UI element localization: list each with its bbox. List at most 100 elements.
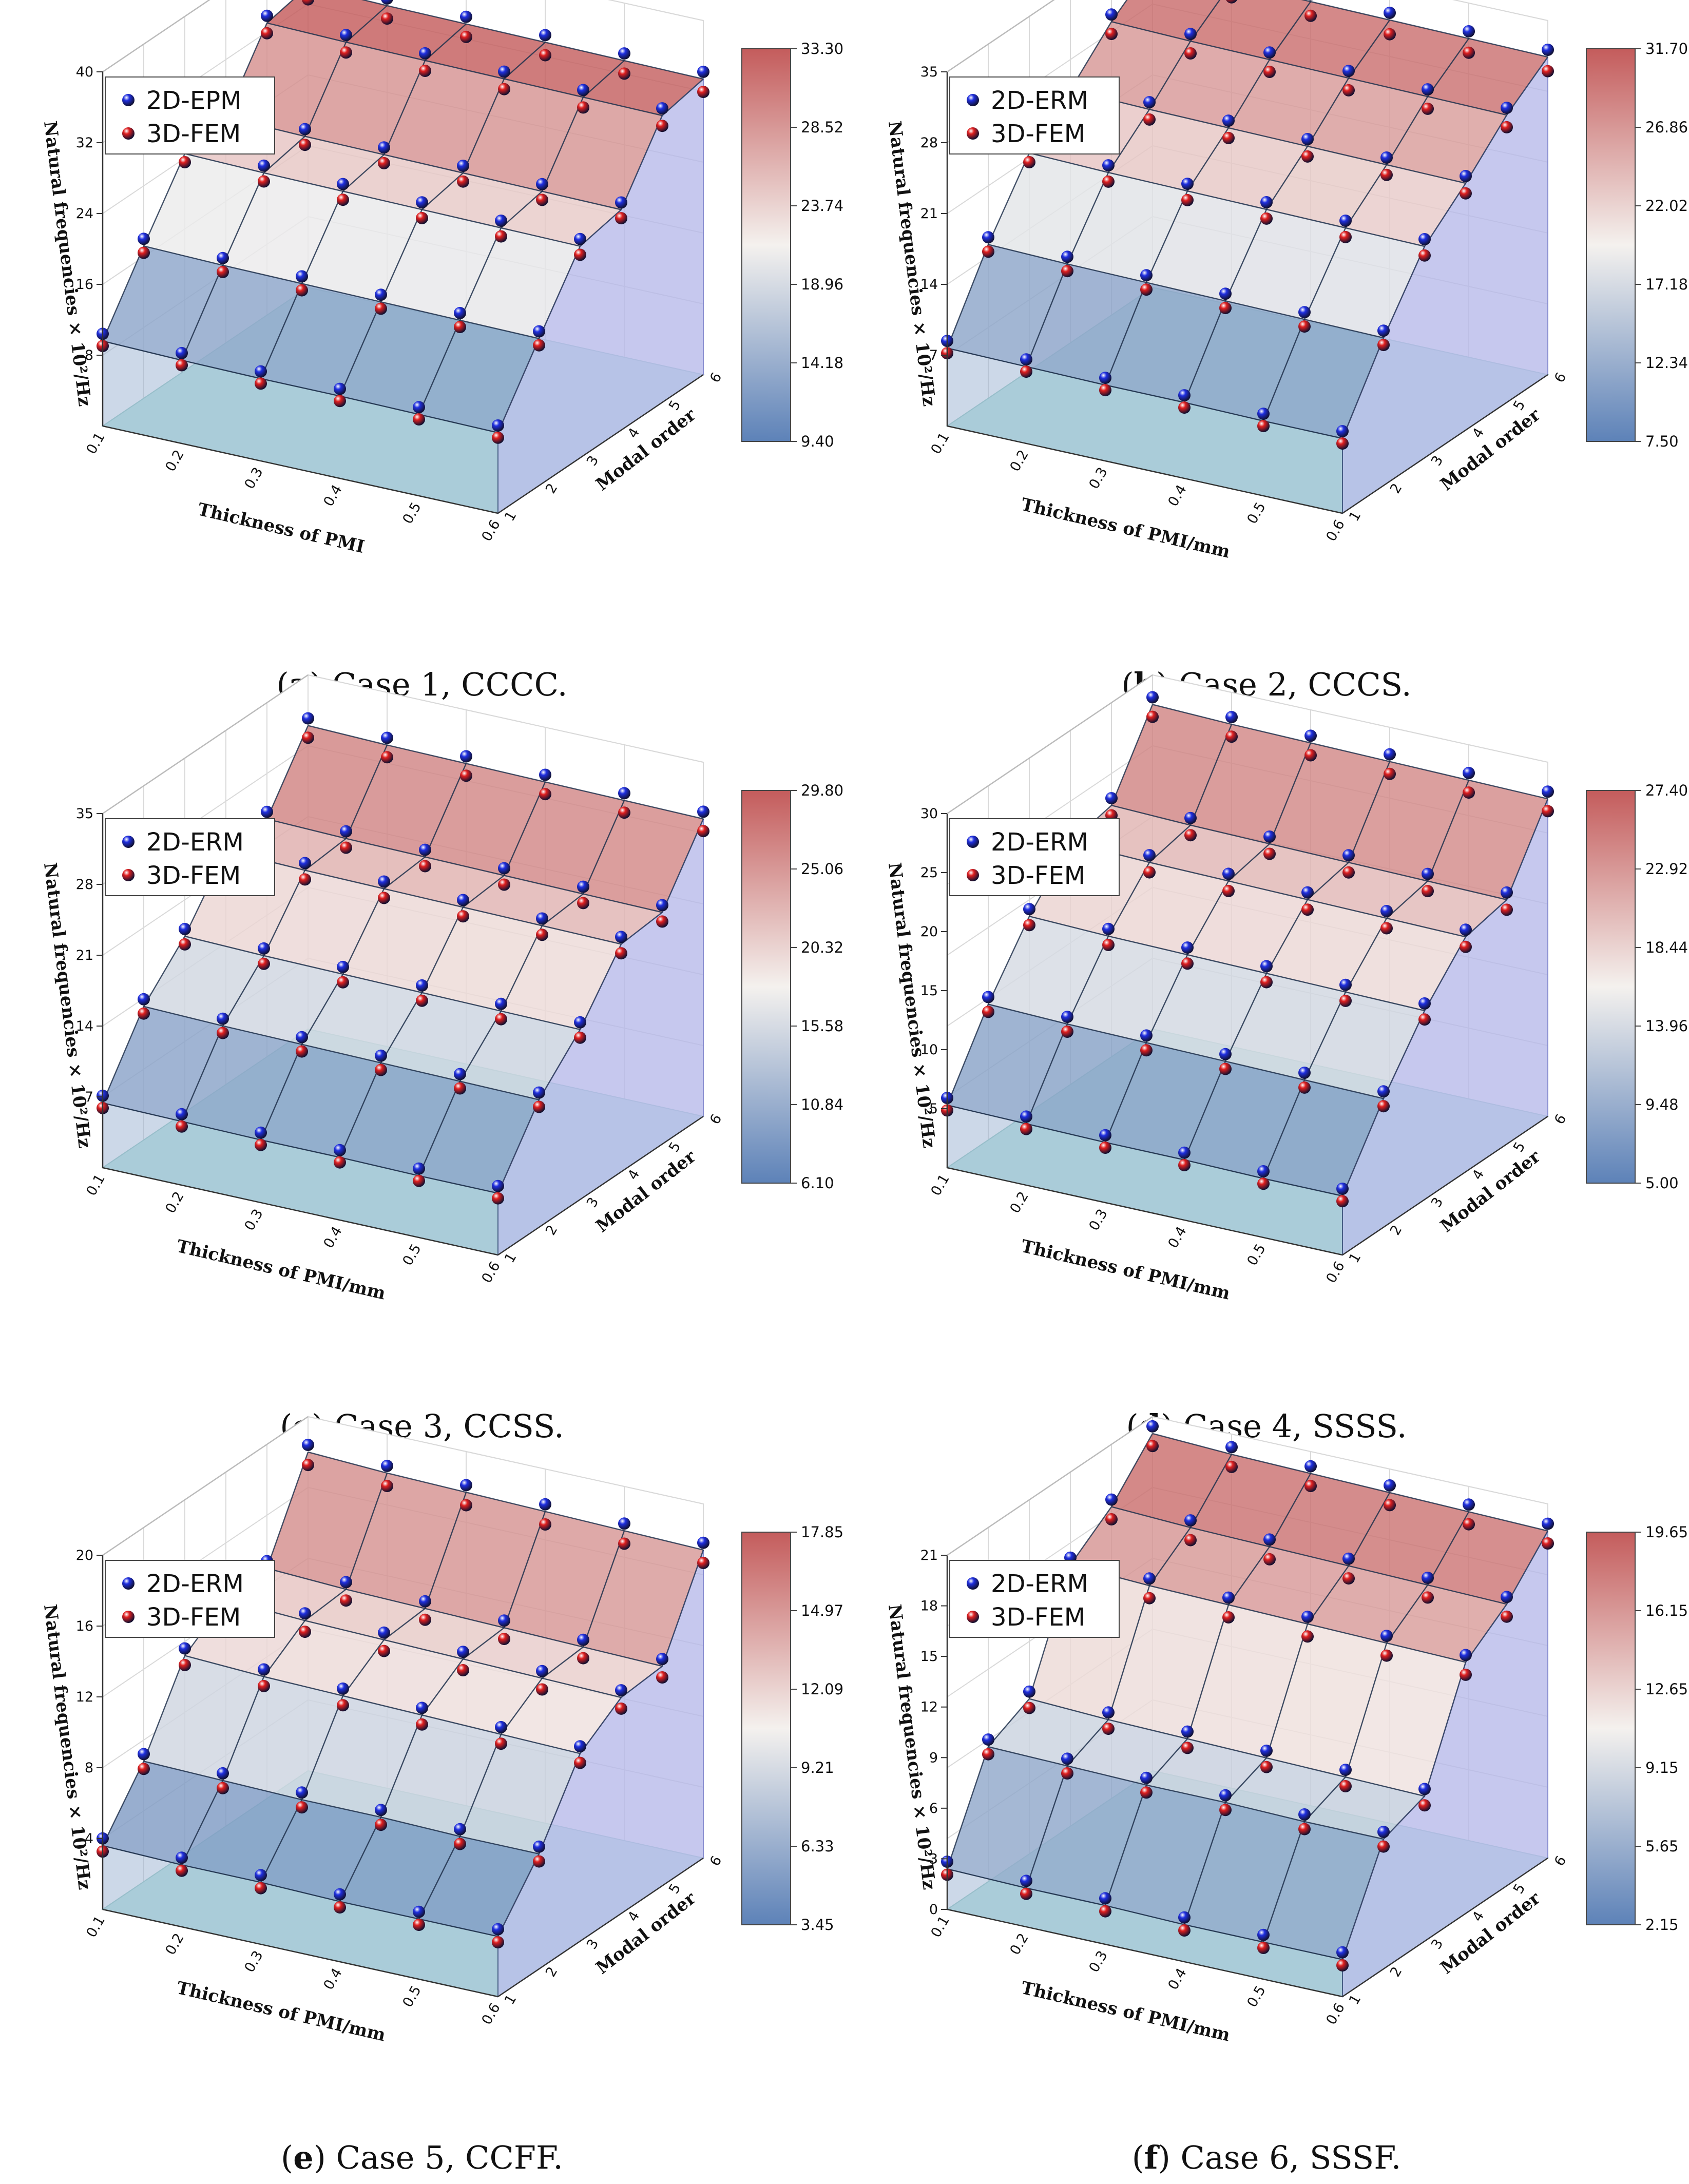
fem-point xyxy=(1257,1177,1270,1190)
erm-point xyxy=(460,1479,472,1492)
erm-point xyxy=(1020,353,1032,366)
erm-point xyxy=(615,931,627,943)
erm-point xyxy=(261,9,273,22)
legend-label-fem: 3D-FEM xyxy=(991,1603,1085,1632)
fem-point xyxy=(618,806,630,819)
colorbar-bar xyxy=(1586,1532,1636,1925)
top-edge xyxy=(102,674,309,815)
erm-point xyxy=(378,875,390,888)
erm-point xyxy=(1542,44,1554,56)
erm-point xyxy=(492,419,504,432)
erm-point xyxy=(539,768,551,781)
erm-point xyxy=(1463,767,1475,779)
erm-point xyxy=(457,160,469,172)
fem-point xyxy=(1422,102,1434,115)
fem-point xyxy=(255,1882,267,1895)
fem-point xyxy=(1146,1440,1159,1453)
mode-line xyxy=(947,1868,1343,1960)
fem-point xyxy=(982,1748,994,1761)
erm-point xyxy=(1140,1029,1153,1042)
erm-point xyxy=(334,1144,346,1156)
legend-label-erm: 2D-ERM xyxy=(146,828,244,857)
fem-point xyxy=(138,1007,150,1020)
x-axis xyxy=(102,1908,498,1998)
legend-label-fem: 3D-FEM xyxy=(991,120,1085,148)
mode-line xyxy=(266,818,663,913)
fem-point xyxy=(1061,1026,1073,1038)
erm-point xyxy=(176,1108,188,1120)
z-tick-label: 28 xyxy=(920,135,938,151)
erm-point xyxy=(697,1536,709,1549)
x-axis-label: Thickness of PMI/mm xyxy=(175,1236,388,1304)
mode-tick-label: 2 xyxy=(543,481,561,496)
fem-point xyxy=(1023,156,1035,168)
colorbar-bar xyxy=(741,1532,791,1925)
z-tick-label: 15 xyxy=(920,983,938,999)
fem-point xyxy=(255,377,267,390)
fem-point xyxy=(574,1031,586,1044)
fem-point xyxy=(340,841,352,854)
legend: 2D-ERM 3D-FEM xyxy=(105,818,275,896)
fem-point xyxy=(1225,1460,1238,1473)
erm-point xyxy=(138,233,150,245)
mode-line xyxy=(1152,704,1548,800)
caption-paren-open: ( xyxy=(1132,2139,1144,2176)
fem-point xyxy=(340,46,352,59)
caption-text: Case 6, SSSF. xyxy=(1180,2139,1401,2176)
erm-point xyxy=(536,912,548,925)
thickness-line xyxy=(1341,798,1549,1196)
erm-point xyxy=(1542,785,1554,798)
x-tick-label: 0.2 xyxy=(162,447,187,474)
erm-point xyxy=(982,231,994,244)
legend-label-fem: 3D-FEM xyxy=(146,861,241,890)
erm-point xyxy=(457,894,469,906)
fem-point xyxy=(1260,212,1273,225)
thickness-line xyxy=(1262,1511,1470,1943)
mode-line xyxy=(1152,1433,1548,1532)
surface xyxy=(102,725,704,1194)
fem-point xyxy=(255,1138,267,1151)
colorbar-tick-label: 6.33 xyxy=(801,1838,834,1855)
erm-point xyxy=(574,1740,586,1753)
erm-point xyxy=(1263,1533,1276,1546)
fem-point xyxy=(1463,46,1475,59)
mode-line xyxy=(361,0,704,80)
erm-point xyxy=(258,942,270,955)
fem-point xyxy=(299,873,311,886)
fem-point xyxy=(1336,1959,1349,1972)
z-tick-label: 35 xyxy=(76,806,93,822)
fem-point xyxy=(1380,1649,1393,1662)
erm-point xyxy=(460,10,472,23)
erm-point xyxy=(1418,1783,1431,1795)
z-axis-label: Natural frequencies × 10²/Hz xyxy=(40,1603,95,1891)
z-tick-label: 21 xyxy=(920,1548,938,1563)
axis-box xyxy=(946,1416,1548,1998)
fem-point xyxy=(1020,365,1032,378)
fem-point xyxy=(381,12,393,25)
fem-point xyxy=(697,86,709,99)
erm-point xyxy=(495,1721,507,1733)
colorbar-tick-label: 28.52 xyxy=(801,119,843,136)
erm-point xyxy=(1140,1771,1153,1784)
x-tick-label: 0.6 xyxy=(478,517,503,544)
z-tick-label: 40 xyxy=(76,64,93,80)
erm-point xyxy=(454,1068,466,1080)
erm-point xyxy=(1304,729,1317,742)
fem-point xyxy=(574,248,586,261)
erm-point xyxy=(1301,133,1314,145)
x-tick-label: 0.4 xyxy=(320,482,345,509)
caption-letter: f xyxy=(1144,2139,1160,2176)
x-tick-label: 0.6 xyxy=(478,2000,503,2027)
erm-point xyxy=(340,1576,352,1589)
colorbar-tick-label: 17.85 xyxy=(801,1523,843,1541)
mode-tick-label: 1 xyxy=(1346,509,1364,524)
colorbar-tick-label: 26.86 xyxy=(1645,119,1688,136)
fem-point xyxy=(1102,175,1115,188)
colorbar-tick-label: 12.34 xyxy=(1645,354,1688,372)
colorbar-tick-label: 16.15 xyxy=(1645,1602,1688,1619)
x-tick-label: 0.2 xyxy=(162,1930,187,1958)
fem-point xyxy=(413,413,425,426)
fem-point xyxy=(1298,1081,1311,1094)
legend-marker-blue xyxy=(122,836,135,848)
chart-panel-c: 7142128350.10.20.30.40.50.6123456Thickne… xyxy=(40,674,843,1445)
